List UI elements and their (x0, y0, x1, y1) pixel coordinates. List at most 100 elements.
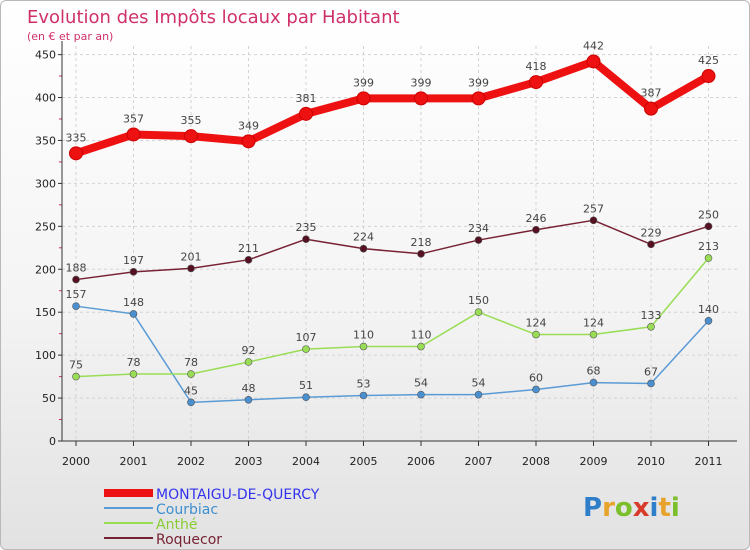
y-tick-label: 400 (35, 92, 56, 105)
data-label: 399 (468, 76, 489, 89)
data-point (647, 240, 655, 249)
data-label: 48 (242, 382, 256, 395)
data-label: 235 (296, 221, 317, 234)
x-tick-label: 2000 (62, 455, 90, 468)
data-point (701, 69, 716, 84)
data-label: 211 (238, 242, 259, 255)
x-tick-label: 2004 (292, 455, 320, 468)
data-point (187, 264, 195, 273)
logo-letter: x (633, 493, 650, 523)
data-label: 53 (357, 377, 371, 390)
data-point (244, 358, 253, 366)
x-tick-label: 2008 (522, 455, 550, 468)
data-point (129, 268, 138, 276)
data-point (589, 330, 598, 339)
chart-title: Evolution des Impôts locaux par Habitant (27, 7, 400, 28)
data-point (644, 101, 658, 116)
data-point (72, 275, 80, 284)
data-label: 124 (526, 317, 547, 330)
data-point (532, 385, 540, 394)
x-tick-label: 2009 (580, 455, 608, 468)
data-label: 67 (644, 365, 658, 378)
y-tick-label: 200 (35, 263, 56, 276)
y-tick-label: 0 (49, 435, 56, 448)
y-tick-label: 350 (35, 134, 56, 147)
legend-label: Anthé (156, 517, 197, 533)
x-tick-label: 2001 (120, 455, 148, 468)
data-point (244, 256, 253, 264)
data-label: 224 (353, 231, 374, 244)
data-label: 229 (641, 226, 662, 239)
data-point (359, 244, 368, 253)
data-point (529, 75, 543, 90)
data-label: 110 (353, 329, 374, 342)
data-label: 213 (698, 240, 719, 253)
data-label: 234 (468, 222, 489, 235)
data-label: 68 (587, 365, 601, 378)
data-point (704, 222, 713, 231)
x-tick-label: 2007 (465, 455, 493, 468)
data-label: 357 (123, 112, 144, 125)
y-tick-label: 250 (35, 220, 56, 233)
x-tick-label: 2005 (350, 455, 378, 468)
x-tick-label: 2002 (177, 455, 205, 468)
data-point (359, 391, 368, 400)
data-label: 246 (526, 212, 547, 225)
x-tick-label: 2011 (695, 455, 723, 468)
data-point (244, 395, 253, 404)
series-montaigu-de-quercy: 335 357 355 349 381 399 399 399 418 442 387 425 (66, 39, 719, 161)
y-tick-label: 450 (35, 49, 56, 62)
data-label: 442 (583, 39, 604, 52)
data-label: 78 (184, 356, 198, 369)
data-label: 335 (66, 131, 87, 144)
data-point (187, 370, 195, 378)
data-label: 54 (472, 377, 486, 390)
logo-letter: o (615, 493, 633, 523)
data-point (589, 216, 598, 225)
data-label: 399 (411, 76, 432, 89)
logo-letter: i (671, 493, 680, 523)
data-point (359, 342, 368, 351)
chart-subtitle: (en € et par an) (27, 30, 113, 43)
legend-label: Courbiac (156, 502, 218, 518)
data-point (414, 91, 428, 106)
data-label: 150 (468, 294, 489, 307)
data-label: 218 (411, 236, 432, 249)
series-roquecor: 188 197 201 211 235 224 218 234 246 257 229 250 (66, 202, 719, 284)
data-label: 355 (181, 114, 202, 127)
y-tick-label: 50 (42, 392, 56, 405)
data-label: 92 (242, 344, 256, 357)
data-label: 399 (353, 76, 374, 89)
series-courbiac: 157 148 45 48 51 53 54 54 60 68 67 140 (66, 288, 719, 407)
data-label: 107 (296, 331, 317, 344)
data-point (474, 236, 483, 244)
data-label: 387 (641, 87, 662, 100)
logo-letter: r (602, 493, 615, 523)
data-point (187, 398, 195, 407)
data-label: 78 (127, 356, 141, 369)
grid (62, 46, 737, 441)
series-line (75, 257, 710, 378)
data-point (704, 254, 713, 262)
data-point (302, 345, 310, 353)
data-point (704, 316, 713, 325)
data-point (417, 250, 425, 258)
data-point (589, 378, 598, 387)
legend-label: MONTAIGU-DE-QUERCY (156, 487, 320, 503)
y-tick-label: 100 (35, 349, 56, 362)
data-point (417, 390, 425, 399)
data-point (474, 390, 483, 399)
y-tick-label: 300 (35, 177, 56, 190)
y-tick-label: 150 (35, 306, 56, 319)
data-label: 188 (66, 262, 87, 275)
data-label: 201 (181, 250, 202, 263)
data-label: 157 (66, 288, 87, 301)
data-point (241, 134, 256, 149)
data-point (72, 302, 80, 310)
series-line (75, 305, 710, 404)
x-tick-label: 2006 (407, 455, 435, 468)
data-point (299, 106, 313, 121)
